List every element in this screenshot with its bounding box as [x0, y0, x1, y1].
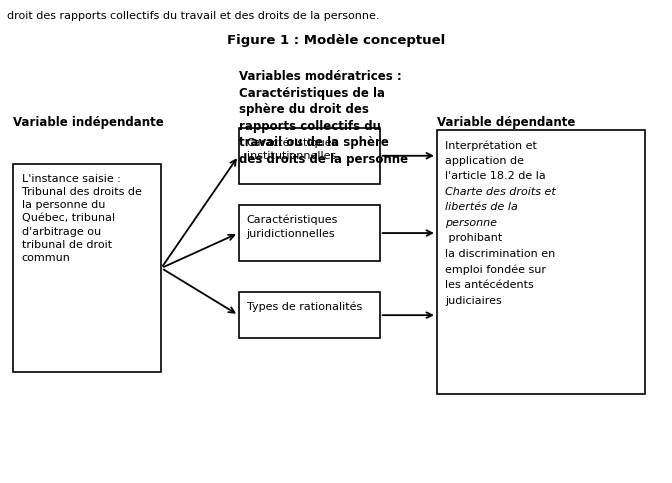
- Bar: [239, 128, 380, 184]
- Text: l'article 18.2 de la: l'article 18.2 de la: [445, 171, 546, 181]
- Text: Types de rationalités: Types de rationalités: [247, 302, 362, 313]
- Text: Caractéristiques
institutionnelles: Caractéristiques institutionnelles: [247, 138, 338, 161]
- Text: personne: personne: [445, 218, 497, 228]
- Text: Figure 1 : Modèle conceptuel: Figure 1 : Modèle conceptuel: [227, 34, 445, 47]
- Text: libertés de la: libertés de la: [445, 202, 517, 213]
- Text: emploi fondée sur: emploi fondée sur: [445, 265, 546, 275]
- Text: la discrimination en: la discrimination en: [445, 249, 555, 259]
- Text: Caractéristiques
juridictionnelles: Caractéristiques juridictionnelles: [247, 215, 338, 239]
- Text: L'instance saisie :
Tribunal des droits de
la personne du
Québec, tribunal
d'arb: L'instance saisie : Tribunal des droits …: [22, 174, 141, 263]
- Text: prohibant: prohibant: [445, 233, 502, 243]
- Text: Variable indépendante: Variable indépendante: [13, 116, 164, 129]
- Bar: [239, 205, 380, 261]
- Text: application de: application de: [445, 156, 524, 166]
- Bar: [437, 130, 645, 394]
- Text: judiciaires: judiciaires: [445, 296, 501, 306]
- Text: Variable dépendante: Variable dépendante: [437, 116, 575, 129]
- Text: droit des rapports collectifs du travail et des droits de la personne.: droit des rapports collectifs du travail…: [7, 11, 379, 21]
- Text: les antécédents: les antécédents: [445, 280, 534, 290]
- Bar: [239, 292, 380, 338]
- Bar: [13, 164, 161, 372]
- Text: Charte des droits et: Charte des droits et: [445, 187, 556, 197]
- Text: Interprétation et: Interprétation et: [445, 140, 537, 151]
- Text: Variables modératrices :
Caractéristiques de la
sphère du droit des
rapports col: Variables modératrices : Caractéristique…: [239, 70, 408, 166]
